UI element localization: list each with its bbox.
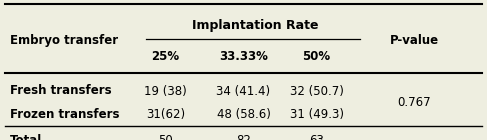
Text: P-value: P-value xyxy=(390,34,438,47)
Text: Implantation Rate: Implantation Rate xyxy=(192,19,319,32)
Text: 50%: 50% xyxy=(302,50,331,62)
Text: Total: Total xyxy=(10,134,42,140)
Text: Frozen transfers: Frozen transfers xyxy=(10,108,119,121)
Text: 63: 63 xyxy=(309,134,324,140)
Text: 33.33%: 33.33% xyxy=(219,50,268,62)
Text: 0.767: 0.767 xyxy=(397,96,431,109)
Text: 31 (49.3): 31 (49.3) xyxy=(290,108,343,121)
Text: 82: 82 xyxy=(236,134,251,140)
Text: 50: 50 xyxy=(158,134,173,140)
Text: 19 (38): 19 (38) xyxy=(144,85,187,97)
Text: 31(62): 31(62) xyxy=(146,108,185,121)
Text: 48 (58.6): 48 (58.6) xyxy=(217,108,270,121)
Text: Fresh transfers: Fresh transfers xyxy=(10,85,112,97)
Text: 32 (50.7): 32 (50.7) xyxy=(290,85,343,97)
Text: 25%: 25% xyxy=(151,50,180,62)
Text: Embryo transfer: Embryo transfer xyxy=(10,34,118,47)
Text: 34 (41.4): 34 (41.4) xyxy=(216,85,271,97)
